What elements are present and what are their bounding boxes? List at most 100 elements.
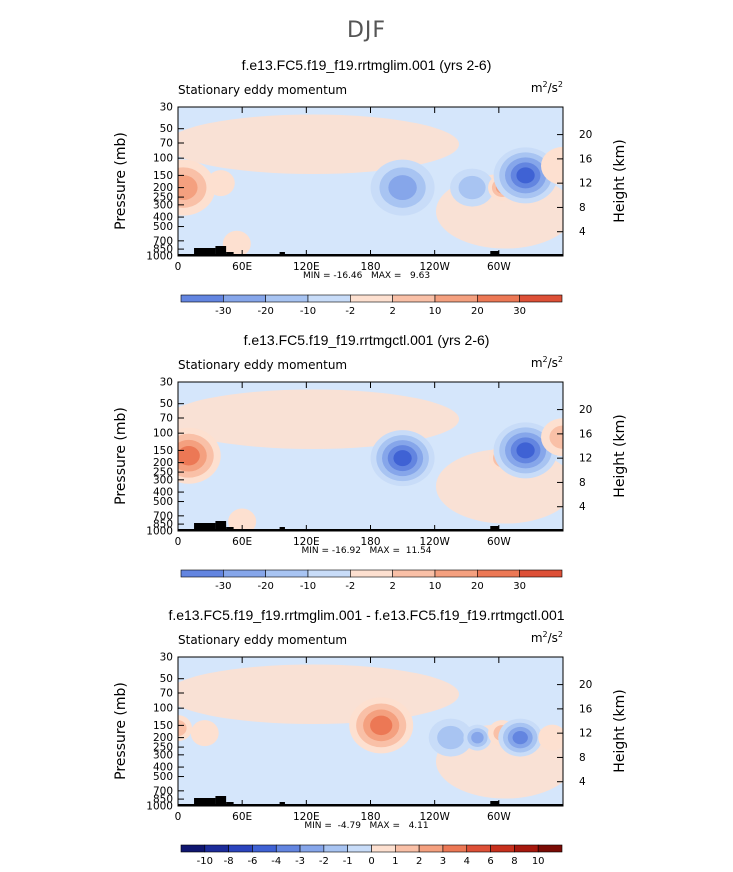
height-tick-label: 8 [579, 477, 586, 489]
pressure-tick-label: 400 [153, 212, 173, 224]
main-title: DJF [346, 18, 387, 43]
contour-feature [178, 175, 198, 201]
colorbar-label: 0 [368, 856, 374, 867]
colorbar-label: 1 [392, 856, 398, 867]
contour-feature [370, 715, 393, 736]
y-axis-label-right: Height (km) [612, 688, 628, 773]
panel-units: m2/s2 [530, 630, 563, 645]
colorbar-box [537, 844, 563, 853]
colorbar-label: 20 [471, 306, 484, 317]
contour-feature [393, 450, 412, 467]
x-tick-label: 0 [175, 811, 182, 823]
contour-feature [538, 724, 563, 751]
colorbar-box [466, 844, 491, 853]
pressure-tick-label: 50 [160, 673, 173, 685]
contour-field [178, 114, 563, 256]
topography [194, 798, 216, 806]
colorbar-label: -2 [345, 581, 355, 592]
height-tick-label: 12 [579, 453, 592, 465]
colorbar-label: 2 [389, 581, 395, 592]
pressure-tick-label: 30 [160, 652, 173, 664]
x-tick-label: 60W [487, 261, 511, 273]
panel-title: f.e13.FC5.f19_f19.rrtmgctl.001 (yrs 2-6) [243, 332, 490, 348]
topography [194, 523, 216, 531]
colorbar-box [477, 294, 520, 303]
height-tick-label: 12 [579, 178, 592, 190]
contour-feature [516, 167, 535, 184]
pressure-tick-label: 1000 [146, 251, 173, 263]
height-tick-label: 8 [579, 202, 586, 214]
colorbar-box [307, 569, 351, 578]
pressure-tick-label: 850 [153, 244, 173, 256]
colorbar-label: 6 [487, 856, 493, 867]
contour-feature [206, 170, 235, 197]
pressure-tick-label: 250 [153, 192, 173, 204]
height-tick-label: 16 [579, 703, 593, 715]
colorbar-box [265, 569, 309, 578]
pressure-tick-label: 500 [153, 771, 173, 783]
x-tick-label: 180 [360, 261, 380, 273]
height-tick-label: 16 [579, 428, 593, 440]
background-band [178, 664, 460, 725]
pressure-tick-label: 850 [153, 794, 173, 806]
colorbar-box [323, 844, 348, 853]
pressure-tick-label: 700 [153, 785, 173, 797]
colorbar-box [180, 569, 224, 578]
contour-feature [437, 725, 465, 750]
pressure-tick-label: 150 [153, 170, 173, 182]
pressure-tick-label: 200 [153, 182, 173, 194]
colorbar-label: 4 [464, 856, 470, 867]
pressure-tick-label: 500 [153, 221, 173, 233]
height-tick-label: 12 [579, 728, 592, 740]
colorbar-label: -30 [215, 581, 231, 592]
pressure-tick-label: 100 [153, 153, 173, 165]
pressure-tick-label: 400 [153, 762, 173, 774]
pressure-tick-label: 50 [160, 398, 173, 410]
x-tick-label: 120W [419, 811, 450, 823]
y-axis-label-right: Height (km) [612, 413, 628, 498]
colorbar-label: -20 [257, 581, 273, 592]
y-axis-label: Pressure (mb) [113, 131, 129, 230]
pressure-tick-label: 150 [153, 720, 173, 732]
panel-left-string: Stationary eddy momentum [178, 358, 348, 372]
colorbar-box [223, 569, 266, 578]
x-tick-label: 120W [419, 536, 450, 548]
pressure-tick-label: 850 [153, 519, 173, 531]
panel-title: f.e13.FC5.f19_f19.rrtmglim.001 - f.e13.F… [168, 607, 565, 623]
pressure-tick-label: 500 [153, 496, 173, 508]
colorbar-box [392, 294, 436, 303]
min-max-readout: MIN = -4.79 MAX = 4.11 [304, 821, 429, 831]
contour-feature [549, 425, 563, 449]
x-tick-label: 180 [360, 811, 380, 823]
contour-feature [228, 508, 257, 531]
pressure-tick-label: 30 [160, 377, 173, 389]
panel-units: m2/s2 [530, 355, 563, 370]
pressure-tick-label: 70 [160, 138, 173, 150]
colorbar-box [180, 844, 206, 853]
pressure-tick-label: 300 [153, 749, 173, 761]
height-tick-label: 20 [579, 404, 592, 416]
colorbar-label: -10 [197, 856, 213, 867]
colorbar-label: -1 [343, 856, 353, 867]
x-tick-label: 120E [293, 536, 320, 548]
colorbar-label: 10 [429, 306, 442, 317]
x-tick-label: 120W [419, 261, 450, 273]
colorbar-box [395, 844, 420, 853]
contour-feature [471, 731, 484, 744]
colorbar-label: -20 [257, 306, 273, 317]
topography [490, 251, 499, 256]
pressure-tick-label: 250 [153, 467, 173, 479]
height-tick-label: 20 [579, 129, 592, 141]
colorbar-label: 8 [511, 856, 517, 867]
colorbar-box [275, 844, 301, 853]
contour-field [178, 389, 563, 531]
height-tick-label: 8 [579, 752, 586, 764]
pressure-tick-label: 400 [153, 487, 173, 499]
y-axis-label: Pressure (mb) [113, 406, 129, 505]
x-tick-label: 60E [232, 811, 252, 823]
colorbar-label: 30 [513, 306, 526, 317]
colorbar-box [519, 569, 563, 578]
x-tick-label: 0 [175, 261, 182, 273]
contour-feature [222, 230, 251, 256]
